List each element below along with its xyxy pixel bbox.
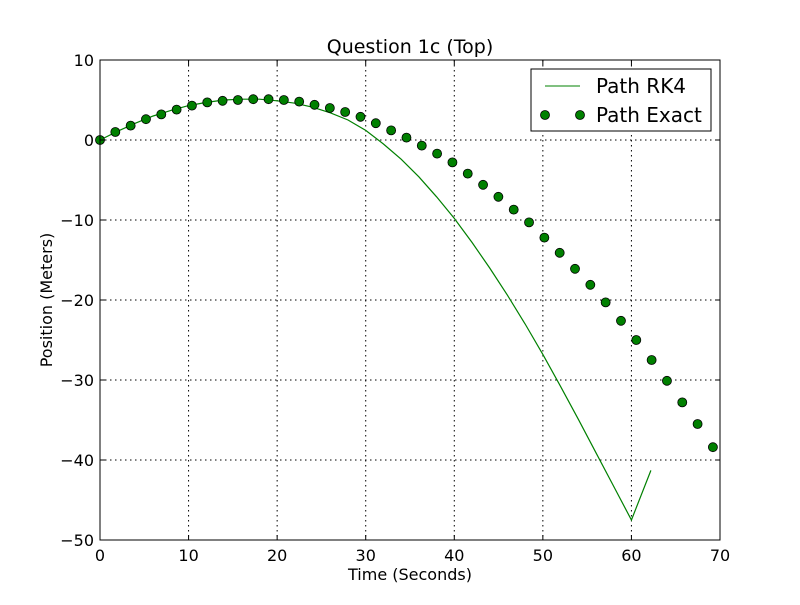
data-point-exact bbox=[401, 132, 412, 143]
chart-title: Question 1c (Top) bbox=[327, 36, 493, 58]
x-tick-label: 50 bbox=[533, 546, 553, 565]
data-point-exact bbox=[508, 204, 519, 215]
y-tick-label: 10 bbox=[74, 51, 94, 70]
data-point-exact bbox=[110, 127, 121, 137]
data-point-exact bbox=[570, 263, 580, 274]
axis-ticks: 0 10 20 30 40 50 60 70 −50 −40 −30 −20 −10 0 10 bbox=[60, 51, 730, 565]
legend-marker-swatch bbox=[540, 110, 550, 120]
legend: Path RK4 Path Exact bbox=[530, 68, 712, 132]
data-point-exact bbox=[646, 355, 657, 365]
y-axis-label: Position (Meters) bbox=[37, 233, 56, 368]
x-tick-label: 10 bbox=[178, 546, 198, 565]
x-tick-label: 70 bbox=[710, 546, 730, 565]
x-tick-label: 60 bbox=[621, 546, 641, 565]
data-point-exact bbox=[600, 297, 611, 308]
x-tick-label: 20 bbox=[267, 546, 287, 565]
data-point-exact bbox=[432, 148, 443, 159]
data-point-exact bbox=[662, 375, 672, 386]
data-point-exact bbox=[539, 232, 550, 243]
data-point-exact bbox=[278, 95, 289, 105]
data-point-exact bbox=[355, 111, 366, 122]
data-point-exact bbox=[340, 107, 351, 117]
y-tick-label: −20 bbox=[60, 291, 94, 310]
x-tick-label: 40 bbox=[444, 546, 464, 565]
data-point-exact bbox=[217, 95, 228, 106]
data-point-exact bbox=[554, 247, 565, 258]
legend-marker-swatch bbox=[575, 110, 585, 120]
data-point-exact bbox=[233, 95, 243, 105]
legend-box bbox=[530, 68, 712, 132]
data-point-exact bbox=[677, 397, 688, 408]
data-point-exact bbox=[324, 103, 335, 113]
data-point-exact bbox=[294, 96, 305, 107]
y-tick-label: −10 bbox=[60, 211, 94, 230]
data-point-exact bbox=[248, 94, 259, 105]
data-point-exact bbox=[447, 157, 458, 168]
data-point-exact bbox=[171, 104, 182, 115]
legend-label-rk4: Path RK4 bbox=[596, 74, 686, 98]
data-point-exact bbox=[416, 140, 427, 151]
data-layer bbox=[95, 94, 718, 522]
data-point-exact bbox=[493, 191, 504, 202]
data-point-exact bbox=[524, 217, 534, 228]
y-tick-label: 0 bbox=[84, 131, 94, 150]
data-point-exact bbox=[370, 118, 381, 129]
x-axis-label: Time (Seconds) bbox=[347, 565, 472, 584]
y-tick-label: −50 bbox=[60, 531, 94, 550]
data-point-exact bbox=[631, 335, 642, 345]
data-point-exact bbox=[156, 109, 167, 120]
y-tick-label: −40 bbox=[60, 451, 94, 470]
data-point-exact bbox=[141, 114, 151, 125]
x-tick-label: 30 bbox=[356, 546, 376, 565]
data-point-exact bbox=[125, 120, 136, 131]
data-point-exact bbox=[692, 419, 703, 429]
data-point-exact bbox=[309, 99, 320, 110]
data-point-exact bbox=[263, 94, 274, 105]
data-point-exact bbox=[187, 100, 197, 111]
data-point-exact bbox=[585, 279, 596, 290]
data-point-exact bbox=[462, 168, 473, 179]
data-point-exact bbox=[478, 179, 488, 190]
legend-label-exact: Path Exact bbox=[596, 103, 702, 127]
data-point-exact bbox=[708, 442, 718, 453]
data-point-exact bbox=[616, 315, 626, 326]
x-tick-label: 0 bbox=[95, 546, 105, 565]
y-tick-label: −30 bbox=[60, 371, 94, 390]
data-point-exact bbox=[386, 125, 397, 136]
data-point-exact bbox=[202, 97, 213, 108]
